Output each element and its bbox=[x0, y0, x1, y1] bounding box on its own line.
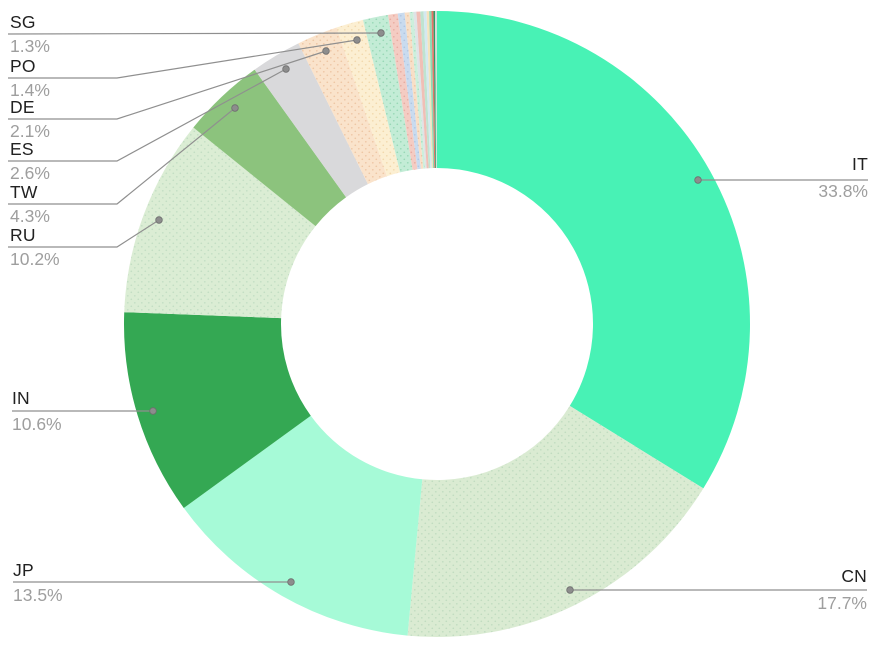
slice-other-15[interactable] bbox=[416, 11, 429, 169]
slice-other-22[interactable] bbox=[435, 11, 437, 168]
slice-label-pct-PO: 1.4% bbox=[10, 80, 50, 100]
slice-other-18[interactable] bbox=[426, 11, 434, 169]
slice-other-13[interactable] bbox=[409, 11, 426, 169]
leader-dot-SG bbox=[377, 29, 385, 37]
leader-line-ES bbox=[8, 68, 287, 162]
slice-label-pct-RU: 10.2% bbox=[10, 249, 60, 269]
slice-other-14[interactable] bbox=[413, 11, 427, 169]
slice-PO[interactable] bbox=[336, 19, 401, 177]
slice-other-12[interactable] bbox=[404, 12, 424, 169]
slice-label-code-CN: CN bbox=[841, 566, 867, 586]
slice-label-pct-IT: 33.8% bbox=[818, 181, 868, 201]
slice-label-code-SG: SG bbox=[10, 12, 36, 32]
slice-other-11[interactable] bbox=[397, 12, 421, 170]
slice-label-code-TW: TW bbox=[10, 182, 38, 202]
slice-label-pct-IN: 10.6% bbox=[12, 414, 62, 434]
slice-IN[interactable] bbox=[123, 312, 311, 508]
leader-line-DE bbox=[8, 50, 327, 120]
slice-CN[interactable] bbox=[407, 405, 704, 637]
leader-dot-IT bbox=[694, 176, 702, 184]
slice-label-code-IT: IT bbox=[852, 154, 868, 174]
slice-label-pct-TW: 4.3% bbox=[10, 206, 50, 226]
slice-other-16[interactable] bbox=[420, 11, 431, 169]
slice-label-code-DE: DE bbox=[10, 97, 35, 117]
slice-label-code-PO: PO bbox=[10, 56, 36, 76]
slice-label-pct-JP: 13.5% bbox=[13, 585, 63, 605]
leader-line-RU bbox=[8, 219, 160, 248]
leader-dot-ES bbox=[282, 65, 290, 73]
slice-label-pct-ES: 2.6% bbox=[10, 163, 50, 183]
slice-ES[interactable] bbox=[254, 43, 368, 198]
slice-SG[interactable] bbox=[362, 14, 413, 173]
leader-dot-PO bbox=[353, 36, 361, 44]
slice-label-code-IN: IN bbox=[12, 388, 30, 408]
slice-label-pct-SG: 1.3% bbox=[10, 36, 50, 56]
slice-other-21[interactable] bbox=[433, 11, 437, 169]
leader-dot-JP bbox=[287, 578, 295, 586]
slice-label-code-ES: ES bbox=[10, 139, 34, 159]
leader-dot-TW bbox=[231, 104, 239, 112]
slice-other-19[interactable] bbox=[429, 11, 435, 169]
slice-label-pct-DE: 2.1% bbox=[10, 121, 50, 141]
slice-other-20[interactable] bbox=[431, 11, 436, 169]
slice-RU[interactable] bbox=[124, 127, 316, 319]
leader-line-TW bbox=[8, 107, 236, 205]
slice-label-pct-CN: 17.7% bbox=[817, 593, 867, 613]
slice-label-code-JP: JP bbox=[13, 560, 34, 580]
leader-dot-IN bbox=[149, 407, 157, 415]
slice-IT[interactable] bbox=[437, 11, 750, 489]
slice-JP[interactable] bbox=[183, 415, 423, 636]
leader-dot-DE bbox=[322, 47, 330, 55]
leader-line-PO bbox=[8, 39, 358, 79]
slice-other-10[interactable] bbox=[388, 13, 418, 170]
slice-label-code-RU: RU bbox=[10, 225, 36, 245]
leader-dot-RU bbox=[155, 216, 163, 224]
slice-DE[interactable] bbox=[298, 27, 387, 185]
leader-dot-CN bbox=[566, 586, 574, 594]
leader-line-SG bbox=[7, 32, 382, 35]
slice-other-17[interactable] bbox=[423, 11, 432, 169]
